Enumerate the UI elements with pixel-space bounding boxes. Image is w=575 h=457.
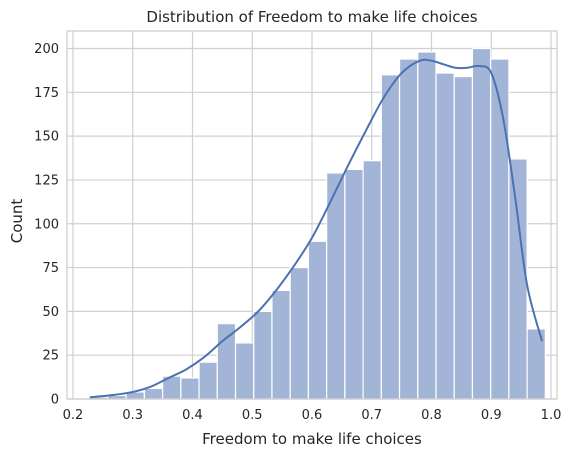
y-tick-label: 200 xyxy=(34,42,59,57)
histogram-bar-3 xyxy=(143,387,164,400)
x-tick-label: 0.8 xyxy=(421,408,442,423)
histogram-bar-10 xyxy=(271,289,291,400)
x-tick-label: 0.6 xyxy=(302,408,323,423)
kde-line xyxy=(89,58,544,399)
y-axis-ticks: 0 25 50 75 100 125 150 175 200 xyxy=(34,42,59,407)
y-tick-label: 100 xyxy=(34,217,59,232)
plot-border xyxy=(66,30,558,400)
histogram-bar-12 xyxy=(307,240,328,400)
x-tick-label: 0.3 xyxy=(122,408,143,423)
histogram-bar-15 xyxy=(362,160,382,400)
x-tick-label: 0.2 xyxy=(63,408,84,423)
histogram-bar-18 xyxy=(417,51,437,400)
histogram-bar-17 xyxy=(398,58,419,400)
chart-title: Distribution of Freedom to make life cho… xyxy=(146,8,477,26)
x-tick-label: 1.0 xyxy=(541,408,562,423)
histogram-bar-13 xyxy=(326,172,346,400)
y-tick-label: 125 xyxy=(34,173,59,188)
y-tick-label: 0 xyxy=(51,393,59,408)
histogram-bar-11 xyxy=(289,266,310,400)
y-tick-label: 150 xyxy=(34,130,59,145)
histogram-bar-20 xyxy=(453,75,474,400)
histogram-bar-9 xyxy=(253,310,273,400)
y-tick-label: 25 xyxy=(42,349,59,364)
x-axis-label: Freedom to make life choices xyxy=(202,430,422,448)
histogram-bars xyxy=(89,47,546,400)
histogram-bar-14 xyxy=(344,168,364,400)
histogram-bar-24 xyxy=(526,328,546,400)
x-tick-label: 0.9 xyxy=(481,408,502,423)
y-tick-label: 75 xyxy=(42,261,59,276)
histogram-bar-16 xyxy=(380,74,401,400)
x-axis-ticks: 0.2 0.3 0.4 0.5 0.6 0.7 0.8 0.9 1.0 xyxy=(63,408,562,423)
y-tick-label: 175 xyxy=(34,86,59,101)
histogram-bar-6 xyxy=(198,361,218,400)
y-tick-label: 50 xyxy=(42,305,59,320)
histogram-bar-22 xyxy=(490,58,510,400)
x-tick-label: 0.4 xyxy=(182,408,203,423)
histogram-bar-19 xyxy=(435,72,455,400)
plot-frame xyxy=(66,30,558,400)
histogram-bar-23 xyxy=(508,158,528,400)
x-tick-label: 0.7 xyxy=(361,408,382,423)
histogram-bar-5 xyxy=(180,377,200,400)
x-tick-label: 0.5 xyxy=(242,408,263,423)
histogram-bar-21 xyxy=(471,47,492,400)
histogram-bar-7 xyxy=(216,323,237,400)
histogram-bar-8 xyxy=(234,342,255,400)
y-axis-label: Count xyxy=(8,199,26,244)
